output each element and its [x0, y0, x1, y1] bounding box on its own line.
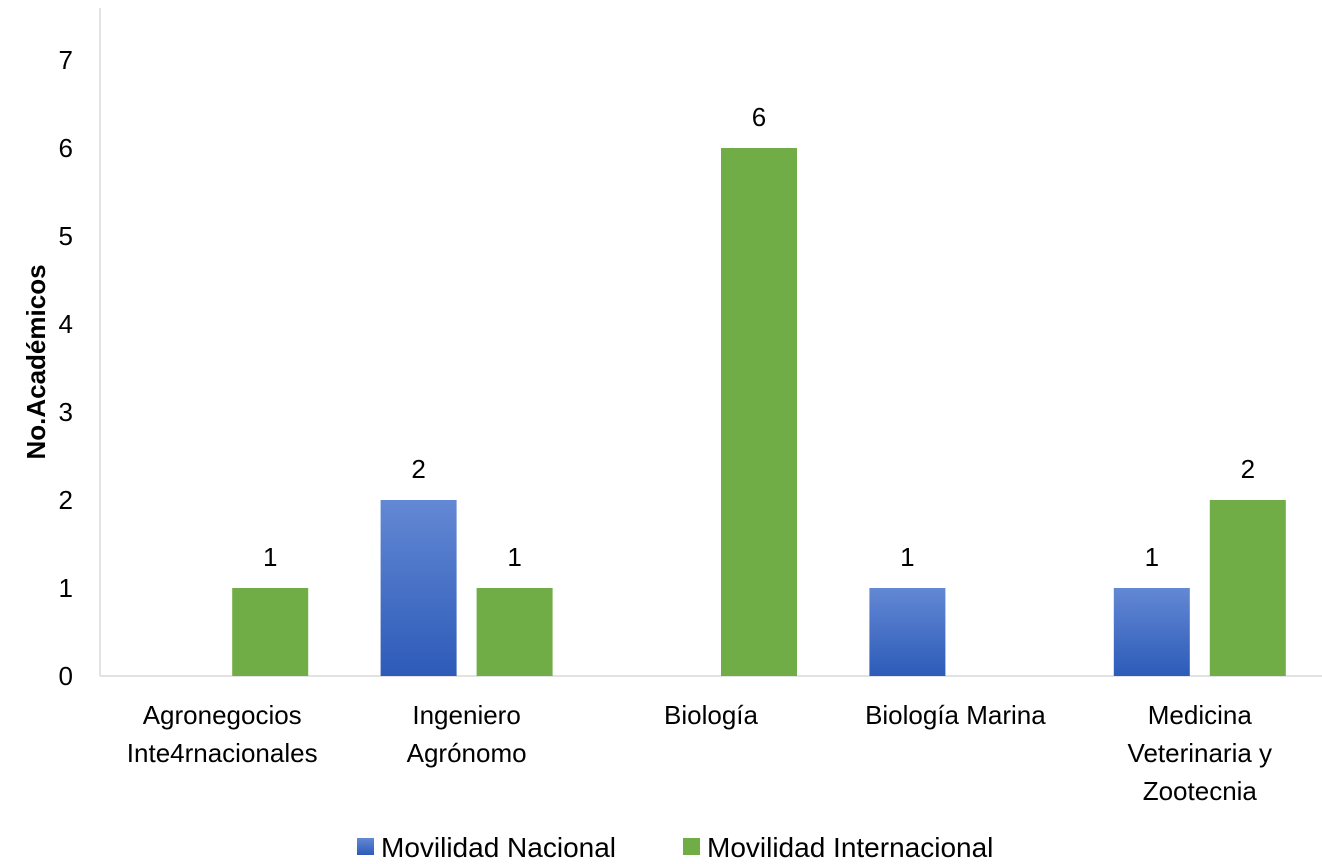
labels: 1 Agronegocios Inte4rnacionales 2 1 Ingeniero…	[127, 102, 1272, 806]
bar-movilidad-nacional	[380, 500, 457, 676]
data-label: 1	[507, 542, 521, 572]
category-label: Biología Marina	[865, 700, 1046, 730]
y-tick-label: 1	[59, 573, 73, 603]
legend-item-movilidad-nacional: Movilidad Nacional	[357, 832, 616, 863]
y-tick-label: 0	[59, 661, 73, 691]
data-label: 1	[263, 542, 277, 572]
legend-swatch	[357, 838, 374, 855]
data-label: 6	[752, 102, 766, 132]
legend-label: Movilidad Internacional	[707, 832, 993, 863]
category-label: Biología	[664, 700, 758, 730]
data-label: 1	[900, 542, 914, 572]
bars	[232, 148, 1286, 676]
bar-movilidad-internacional	[1209, 500, 1286, 676]
data-label: 2	[411, 454, 425, 484]
bar-movilidad-internacional	[476, 588, 553, 676]
legend-item-movilidad-internacional: Movilidad Internacional	[683, 832, 993, 863]
legend-label: Movilidad Nacional	[381, 832, 616, 863]
data-label: 2	[1241, 454, 1255, 484]
category-label: Ingeniero Agrónomo	[407, 700, 527, 768]
bar-movilidad-internacional	[232, 588, 309, 676]
bar-movilidad-nacional	[1113, 588, 1190, 676]
category-label: Medicina Veterinaria y Zootecnia	[1128, 700, 1273, 806]
data-label: 1	[1145, 542, 1159, 572]
y-tick-label: 6	[59, 133, 73, 163]
legend-swatch	[683, 838, 700, 855]
y-tick-label: 5	[59, 221, 73, 251]
bar-movilidad-nacional	[869, 588, 946, 676]
y-tick-label: 3	[59, 397, 73, 427]
legend: Movilidad Nacional Movilidad Internaciona…	[357, 832, 993, 863]
category-label: Agronegocios Inte4rnacionales	[127, 700, 318, 768]
y-axis-title: No.Académicos	[21, 264, 51, 459]
y-tick-label: 4	[59, 309, 73, 339]
bar-movilidad-internacional	[721, 148, 797, 676]
y-tick-label: 7	[59, 45, 73, 75]
y-tick-label: 2	[59, 485, 73, 515]
